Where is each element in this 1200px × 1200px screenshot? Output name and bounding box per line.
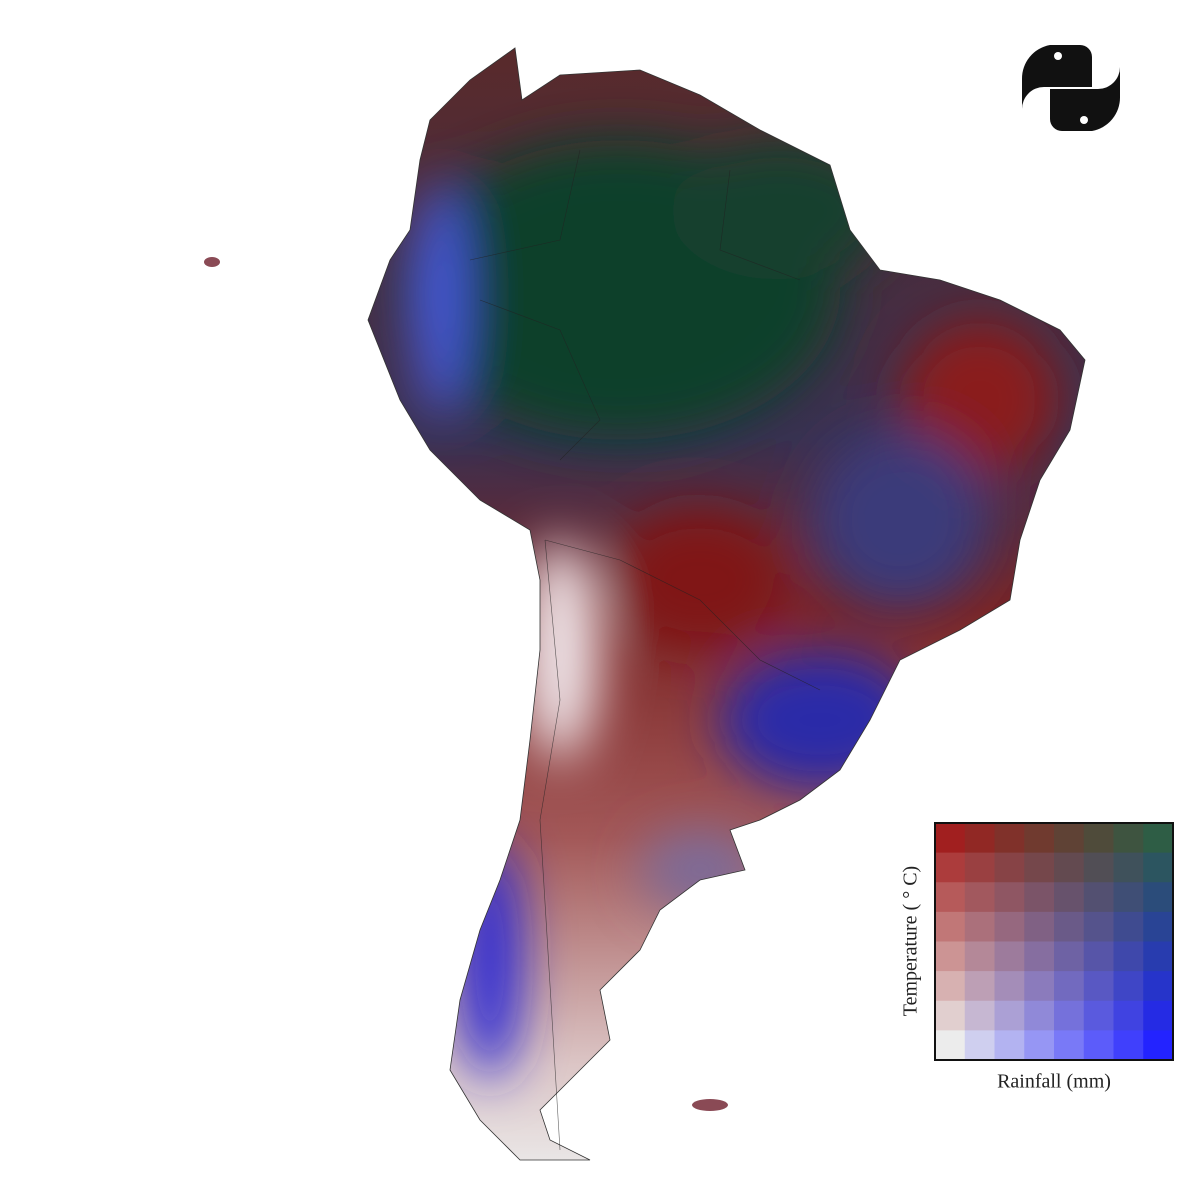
legend-cell: [1024, 911, 1055, 942]
legend-cell: [1143, 1030, 1174, 1061]
legend-cell: [1113, 911, 1144, 942]
legend-cell: [1113, 882, 1144, 913]
legend-cell: [1143, 823, 1174, 854]
legend-cell: [994, 823, 1025, 854]
legend-cell: [1083, 941, 1114, 972]
legend-cell: [1113, 971, 1144, 1002]
legend: Rainfall (mm) Temperature ( ° C): [900, 822, 1174, 1093]
legend-cell: [994, 852, 1025, 883]
legend-cell: [1083, 911, 1114, 942]
legend-cell: [1024, 941, 1055, 972]
legend-cell: [1143, 1000, 1174, 1031]
legend-cell: [1083, 1030, 1114, 1061]
legend-cell: [1143, 882, 1174, 913]
legend-cell: [994, 882, 1025, 913]
legend-cell: [1083, 852, 1114, 883]
legend-cell: [1143, 852, 1174, 883]
legend-cell: [994, 911, 1025, 942]
legend-cell: [964, 971, 995, 1002]
legend-cell: [964, 911, 995, 942]
legend-cell: [935, 852, 966, 883]
legend-cell: [1143, 971, 1174, 1002]
legend-cell: [964, 823, 995, 854]
legend-cell: [935, 1000, 966, 1031]
legend-cell: [994, 1030, 1025, 1061]
legend-cell: [994, 971, 1025, 1002]
legend-cell: [935, 1030, 966, 1061]
legend-cell: [1024, 852, 1055, 883]
legend-cell: [1024, 971, 1055, 1002]
legend-cell: [1054, 882, 1085, 913]
legend-x-label: Rainfall (mm): [997, 1071, 1111, 1093]
legend-cell: [1113, 1030, 1144, 1061]
legend-cell: [1054, 941, 1085, 972]
legend-cell: [1024, 823, 1055, 854]
legend-cell: [1113, 941, 1144, 972]
legend-cell: [1143, 911, 1174, 942]
legend-cell: [1113, 1000, 1144, 1031]
legend-frame: [934, 822, 1174, 1061]
legend-cell: [994, 941, 1025, 972]
legend-cell: [1054, 1030, 1085, 1061]
legend-cell: [935, 941, 966, 972]
legend-cell: [964, 1030, 995, 1061]
coastline: [367, 47, 1086, 1161]
legend-cell: [1054, 823, 1085, 854]
logo: [1021, 45, 1121, 131]
legend-cell: [1113, 823, 1144, 854]
legend-cell: [994, 1000, 1025, 1031]
legend-cell: [1083, 1000, 1114, 1031]
legend-cell: [964, 852, 995, 883]
legend-cell: [1024, 1030, 1055, 1061]
legend-cell: [935, 911, 966, 942]
legend-cell: [935, 823, 966, 854]
legend-cell: [964, 941, 995, 972]
legend-cell: [1054, 1000, 1085, 1031]
legend-cell: [964, 882, 995, 913]
legend-cell: [1024, 882, 1055, 913]
legend-cell: [1083, 971, 1114, 1002]
legend-y-label: Temperature ( ° C): [900, 866, 922, 1016]
legend-cell: [1143, 941, 1174, 972]
legend-cell: [1083, 823, 1114, 854]
legend-cell: [964, 1000, 995, 1031]
legend-cell: [1083, 882, 1114, 913]
legend-cell: [1054, 852, 1085, 883]
legend-cell: [1024, 1000, 1055, 1031]
legend-cell: [1113, 852, 1144, 883]
legend-cell: [935, 971, 966, 1002]
legend-cell: [1054, 971, 1085, 1002]
legend-cell: [1054, 911, 1085, 942]
islands: [204, 257, 728, 1111]
borders: [469, 149, 821, 1151]
legend-cell: [935, 882, 966, 913]
